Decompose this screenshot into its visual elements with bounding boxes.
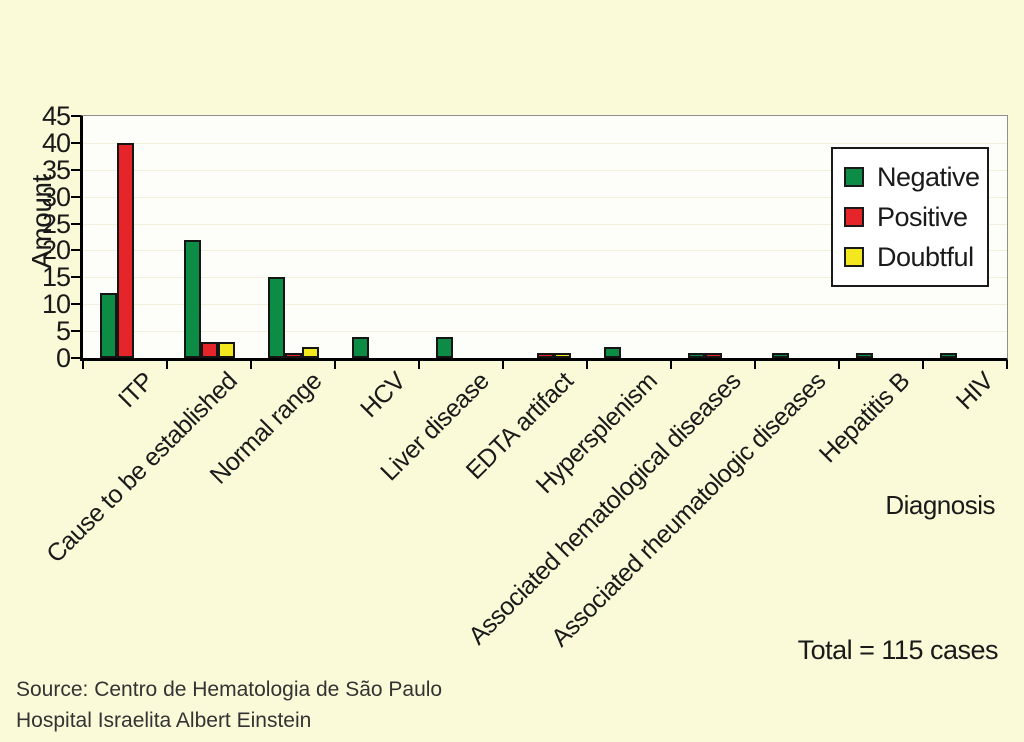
x-axis-category-label: Hepatitis B xyxy=(813,367,915,469)
y-tick-label: 15 xyxy=(41,262,71,293)
y-tick-label: 40 xyxy=(41,127,71,158)
x-tick-mark xyxy=(250,360,252,369)
source-line-1: Source: Centro de Hematologia de São Pau… xyxy=(16,678,443,701)
bar-positive-1 xyxy=(200,341,218,358)
gridline xyxy=(83,142,1007,144)
x-axis-category-label: ITP xyxy=(112,367,159,414)
x-axis-category-label: HIV xyxy=(950,367,999,416)
bar-negative-7 xyxy=(687,352,705,358)
bar-doubtful-5 xyxy=(553,352,571,358)
source-line-2: Hospital Israelita Albert Einstein xyxy=(16,709,312,732)
y-tick-mark xyxy=(71,249,80,252)
x-tick-mark xyxy=(1006,360,1008,369)
bar-doubtful-2 xyxy=(301,347,319,358)
legend-item-positive: Positive xyxy=(844,201,987,233)
x-tick-mark xyxy=(334,360,336,369)
y-tick-label: 0 xyxy=(55,343,71,373)
x-tick-mark xyxy=(838,360,840,369)
bar-negative-4 xyxy=(435,336,453,358)
legend-label: Negative xyxy=(877,162,980,192)
x-tick-mark xyxy=(586,360,588,369)
y-tick-mark xyxy=(71,141,80,144)
negative-swatch xyxy=(844,167,864,187)
x-axis-title: Diagnosis xyxy=(885,490,995,520)
bar-negative-1 xyxy=(183,239,201,358)
legend-item-doubtful: Doubtful xyxy=(844,241,987,273)
y-tick-label: 45 xyxy=(41,101,71,131)
x-tick-mark xyxy=(502,360,504,369)
y-tick-mark xyxy=(71,357,80,359)
y-tick-mark xyxy=(71,168,80,171)
legend: Negative Positive Doubtful xyxy=(831,147,989,287)
bar-positive-0 xyxy=(116,142,134,358)
y-tick-label: 20 xyxy=(41,235,71,266)
legend-item-negative: Negative xyxy=(844,161,987,193)
y-tick-mark xyxy=(71,276,80,279)
gridline xyxy=(83,223,1007,225)
total-cases-annotation: Total = 115 cases xyxy=(797,635,999,665)
gridline xyxy=(83,169,1007,171)
y-tick-mark xyxy=(71,222,80,225)
y-tick-label: 35 xyxy=(41,154,71,185)
bar-negative-9 xyxy=(855,352,873,358)
y-tick-label: 25 xyxy=(41,208,71,239)
y-tick-label: 5 xyxy=(55,316,71,347)
positive-swatch xyxy=(844,207,864,227)
source-note: Source: Centro de Hematologia de São Pau… xyxy=(16,674,442,736)
y-tick-mark xyxy=(71,195,80,198)
bar-negative-2 xyxy=(267,277,285,358)
bar-negative-0 xyxy=(99,293,117,358)
gridline xyxy=(83,250,1007,252)
gridline xyxy=(83,277,1007,279)
x-tick-mark xyxy=(166,360,168,369)
x-tick-mark xyxy=(670,360,672,369)
bar-positive-5 xyxy=(536,352,554,358)
bar-negative-3 xyxy=(351,336,369,358)
bar-positive-2 xyxy=(284,352,302,358)
y-tick-label: 10 xyxy=(41,289,71,320)
bar-negative-8 xyxy=(771,352,789,358)
gridline xyxy=(83,331,1007,333)
y-tick-mark xyxy=(71,330,80,333)
bar-positive-7 xyxy=(704,352,722,358)
legend-label: Doubtful xyxy=(877,242,974,272)
x-axis-category-label: HCV xyxy=(354,367,411,424)
legend-label: Positive xyxy=(877,202,968,232)
y-tick-mark xyxy=(71,303,80,306)
bar-negative-6 xyxy=(603,347,621,358)
bar-doubtful-1 xyxy=(217,341,235,358)
x-tick-mark xyxy=(922,360,924,369)
y-tick-mark xyxy=(71,115,80,117)
bar-negative-10 xyxy=(939,352,957,358)
gridline xyxy=(83,304,1007,306)
gridline xyxy=(83,196,1007,198)
doubtful-swatch xyxy=(844,247,864,267)
x-tick-mark xyxy=(82,360,84,369)
y-tick-label: 30 xyxy=(41,181,71,212)
x-tick-mark xyxy=(418,360,420,369)
x-tick-mark xyxy=(754,360,756,369)
